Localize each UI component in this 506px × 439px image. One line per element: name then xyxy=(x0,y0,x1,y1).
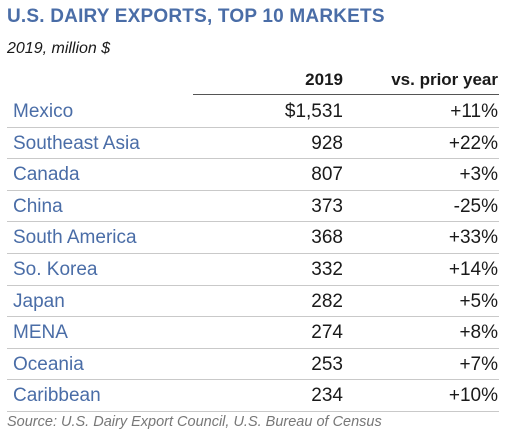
market-name: Caribbean xyxy=(13,385,101,407)
table-row: South America 368 +33% xyxy=(0,222,506,254)
table-row: Canada 807 +3% xyxy=(0,159,506,191)
table-row: Mexico $1,531 +11% xyxy=(0,96,506,128)
column-header-change: vs. prior year xyxy=(391,70,498,89)
export-value: 368 xyxy=(311,227,343,249)
change-vs-prior-year: +3% xyxy=(459,164,498,186)
change-vs-prior-year: +8% xyxy=(459,322,498,344)
table-row: MENA 274 +8% xyxy=(0,317,506,349)
change-vs-prior-year: -25% xyxy=(453,195,498,217)
change-vs-prior-year: +14% xyxy=(448,258,498,280)
change-vs-prior-year: +5% xyxy=(459,290,498,312)
table-row: China 373 -25% xyxy=(0,191,506,223)
table-body: Mexico $1,531 +11% Southeast Asia 928 +2… xyxy=(0,96,506,412)
table-title: U.S. DAIRY EXPORTS, TOP 10 MARKETS xyxy=(7,6,385,27)
table-row: Southeast Asia 928 +22% xyxy=(0,128,506,160)
export-value: 253 xyxy=(311,353,343,375)
market-name: Canada xyxy=(13,164,80,186)
market-name: China xyxy=(13,195,63,217)
change-vs-prior-year: +10% xyxy=(448,385,498,407)
export-value: 274 xyxy=(311,322,343,344)
export-value: 807 xyxy=(311,164,343,186)
market-name: Oceania xyxy=(13,353,84,375)
export-value: 282 xyxy=(311,290,343,312)
change-vs-prior-year: +33% xyxy=(448,227,498,249)
export-value: 928 xyxy=(311,132,343,154)
table-row: Oceania 253 +7% xyxy=(0,349,506,381)
table-header: 2019 vs. prior year xyxy=(0,66,506,94)
export-value: 234 xyxy=(311,385,343,407)
market-name: Mexico xyxy=(13,101,74,122)
change-vs-prior-year: +7% xyxy=(459,353,498,375)
table-row: Japan 282 +5% xyxy=(0,286,506,318)
change-vs-prior-year: +22% xyxy=(448,132,498,154)
export-value: $1,531 xyxy=(284,101,343,122)
change-vs-prior-year: +11% xyxy=(450,101,498,122)
table-subtitle: 2019, million $ xyxy=(7,40,111,57)
market-name: So. Korea xyxy=(13,258,98,280)
header-divider xyxy=(193,94,499,95)
export-value: 332 xyxy=(311,258,343,280)
market-name: South America xyxy=(13,227,137,249)
table-row: So. Korea 332 +14% xyxy=(0,254,506,286)
table-row: Caribbean 234 +10% xyxy=(0,380,506,412)
market-name: MENA xyxy=(13,322,68,344)
market-name: Japan xyxy=(13,290,65,312)
export-value: 373 xyxy=(311,195,343,217)
market-name: Southeast Asia xyxy=(13,132,140,154)
source-note: Source: U.S. Dairy Export Council, U.S. … xyxy=(7,414,382,430)
column-header-year: 2019 xyxy=(305,70,343,89)
